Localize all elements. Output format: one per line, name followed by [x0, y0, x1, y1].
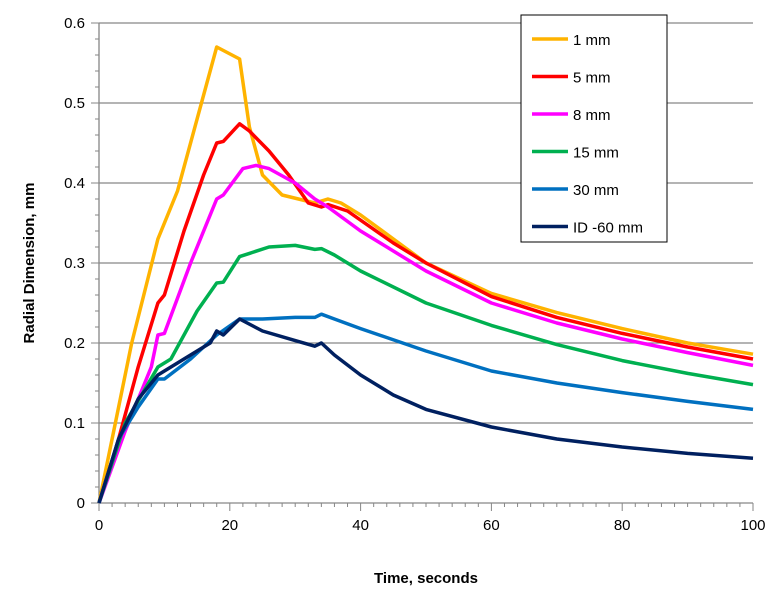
legend: 1 mm 5 mm 8 mm 15 mm 30 mm ID -60 mm: [520, 14, 668, 243]
y-tick-label: 0.1: [64, 415, 85, 432]
series-line-2: [97, 122, 754, 504]
legend-box: [520, 14, 668, 243]
y-tick-label: 0.2: [64, 335, 85, 352]
y-tick-label: 0.6: [64, 15, 85, 32]
series-line-1: [97, 45, 754, 504]
x-tick-label: 40: [352, 517, 369, 534]
x-tick-label: 0: [95, 517, 103, 534]
series-line-6: [97, 317, 754, 504]
y-tick-label: 0: [77, 495, 85, 512]
x-tick-label: 100: [740, 517, 765, 534]
legend-label: 30 mm: [573, 182, 619, 199]
y-tick-label: 0.5: [64, 95, 85, 112]
x-axis-label: Time, seconds: [374, 570, 478, 587]
legend-label: 15 mm: [573, 145, 619, 162]
legend-label: 1 mm: [573, 32, 611, 49]
series-line-3: [97, 163, 754, 504]
y-axis-label: Radial Dimension, mm: [21, 183, 38, 344]
y-tick-label: 0.3: [64, 255, 85, 272]
legend-label: 8 mm: [573, 107, 611, 124]
legend-label: 5 mm: [573, 70, 611, 87]
x-tick-label: 20: [221, 517, 238, 534]
x-tick-label: 80: [614, 517, 631, 534]
x-tick-label: 60: [483, 517, 500, 534]
y-tick-label: 0.4: [64, 175, 85, 192]
series-line-4: [97, 243, 754, 504]
series-line-5: [97, 312, 754, 504]
legend-label: ID -60 mm: [573, 220, 643, 237]
